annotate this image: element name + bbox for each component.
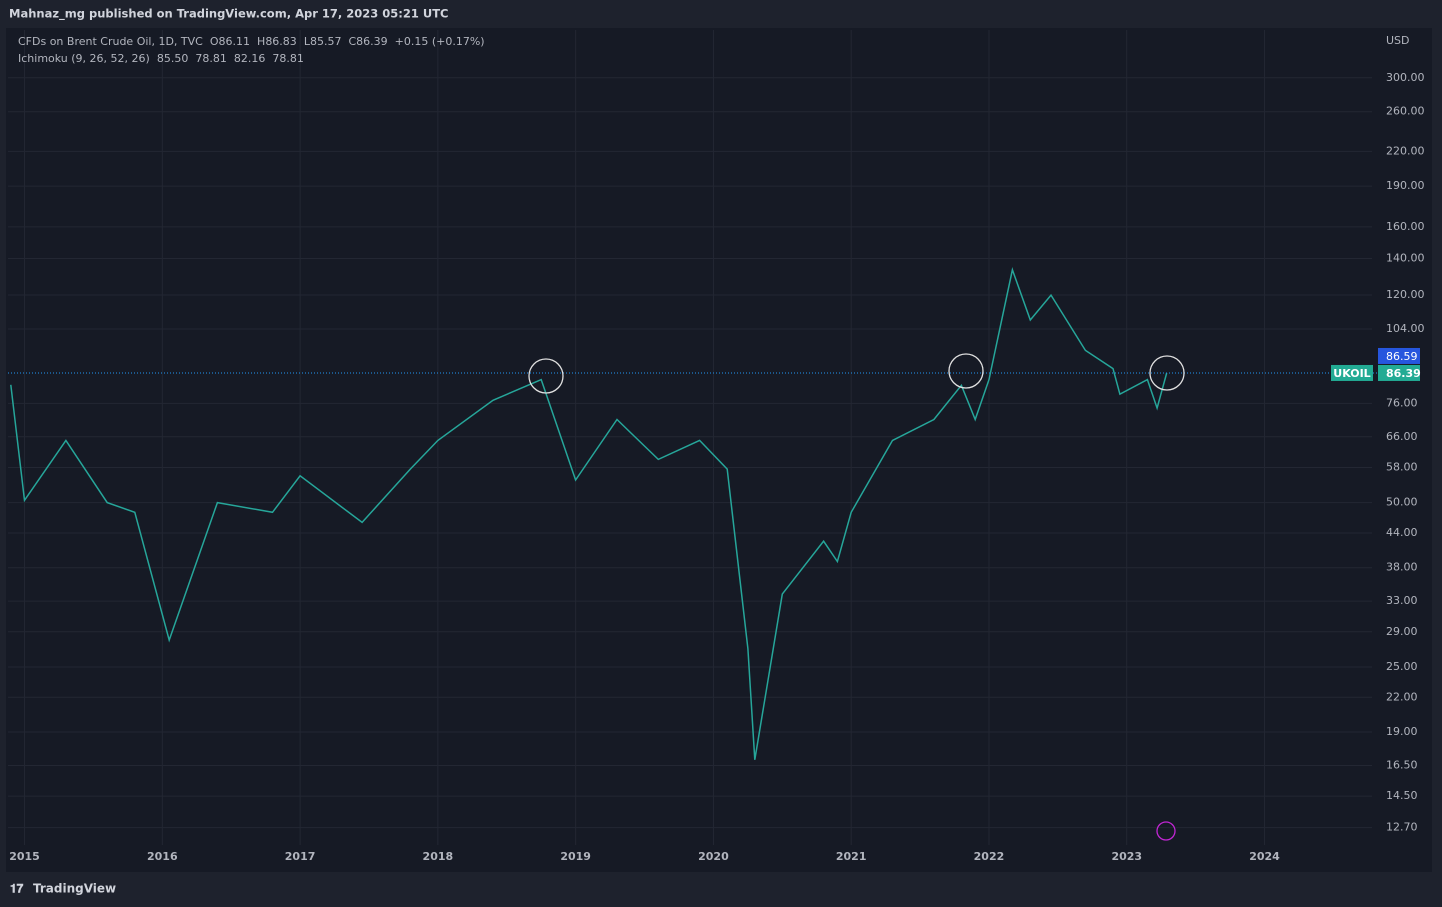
plot: 12.70 14.50 16.50 19.00 22.00 25.00 29.00 33.00… xyxy=(8,30,1425,863)
y-tick-label: 50.00 xyxy=(1386,496,1418,509)
legend-text: +0.15 (+0.17%) xyxy=(395,35,485,48)
y-tick-label: 76.00 xyxy=(1386,396,1418,409)
annotation-circle xyxy=(528,358,564,394)
y-tick-label: 260.00 xyxy=(1386,105,1425,118)
legend-text: 86.11 xyxy=(219,35,251,48)
x-tick-label: 2017 xyxy=(285,850,316,863)
ask-badge xyxy=(1378,347,1420,364)
footer-logo: TradingView xyxy=(33,882,116,896)
x-tick-label: 2024 xyxy=(1249,850,1280,863)
legend-text: O xyxy=(210,35,219,48)
y-tick-label: 300.00 xyxy=(1386,71,1425,84)
legend-text: 86.39 xyxy=(356,35,388,48)
x-tick-label: 2018 xyxy=(423,850,454,863)
symbol-label: UKOIL xyxy=(1333,367,1370,380)
legend-text: CFDs on Brent Crude Oil, 1D, TVC xyxy=(18,35,203,48)
y-tick-label: 16.50 xyxy=(1386,759,1418,772)
x-tick-label: 2016 xyxy=(147,850,178,863)
event-icon[interactable] xyxy=(1156,821,1176,841)
legend-text: 85.50 xyxy=(157,52,189,65)
y-tick-label: 160.00 xyxy=(1386,220,1425,233)
y-tick-label: 33.00 xyxy=(1386,594,1418,607)
x-tick-label: 2015 xyxy=(9,850,40,863)
legend-text: 78.81 xyxy=(272,52,304,65)
legend-text: C xyxy=(348,35,356,48)
legend-text: 86.83 xyxy=(265,35,297,48)
legend-text: 78.81 xyxy=(195,52,227,65)
y-tick-label: 29.00 xyxy=(1386,625,1418,638)
annotation-circle xyxy=(1149,355,1185,391)
legend-text: L xyxy=(304,35,311,48)
y-tick-label: 22.00 xyxy=(1386,690,1418,703)
legend-text: H xyxy=(257,35,265,48)
header: Mahnaz_mg published on TradingView.com, … xyxy=(9,7,449,22)
x-tick-label: 2023 xyxy=(1111,850,1142,863)
ask-label: 86.59 xyxy=(1386,350,1418,363)
legend-text: Ichimoku (9, 26, 52, 26) xyxy=(18,52,150,65)
y-tick-label: 66.00 xyxy=(1386,430,1418,443)
legend: CFDs on Brent Crude Oil, 1D, TVC O 86.11 H 8… xyxy=(18,35,485,65)
annotation-circle xyxy=(948,353,984,389)
logo-icon: 𝟏𝟕 xyxy=(10,882,24,896)
y-tick-label: 38.00 xyxy=(1386,561,1418,574)
currency-label: USD xyxy=(1386,34,1410,47)
price-line xyxy=(10,267,1168,760)
y-tick-label: 14.50 xyxy=(1386,789,1418,802)
legend-text: 82.16 xyxy=(234,52,266,65)
y-tick-label: 58.00 xyxy=(1386,460,1418,473)
chart-panel xyxy=(6,28,1432,872)
x-tick-label: 2021 xyxy=(836,850,867,863)
y-tick-label: 140.00 xyxy=(1386,252,1425,265)
y-tick-label: 190.00 xyxy=(1386,179,1425,192)
y-tick-label: 12.70 xyxy=(1386,821,1418,834)
x-tick-label: 2019 xyxy=(560,850,591,863)
price-badge xyxy=(1378,364,1420,381)
y-tick-label: 19.00 xyxy=(1386,725,1418,738)
symbol-badge xyxy=(1331,364,1373,381)
y-tick-label: 25.00 xyxy=(1386,660,1418,673)
x-tick-label: 2020 xyxy=(698,850,729,863)
y-tick-label: 104.00 xyxy=(1386,322,1425,335)
x-tick-label: 2022 xyxy=(974,850,1005,863)
price-label: 86.39 xyxy=(1386,367,1421,380)
y-tick-label: 220.00 xyxy=(1386,144,1425,157)
y-tick-label: 44.00 xyxy=(1386,526,1418,539)
y-tick-label: 120.00 xyxy=(1386,288,1425,301)
legend-text: 85.57 xyxy=(310,35,342,48)
